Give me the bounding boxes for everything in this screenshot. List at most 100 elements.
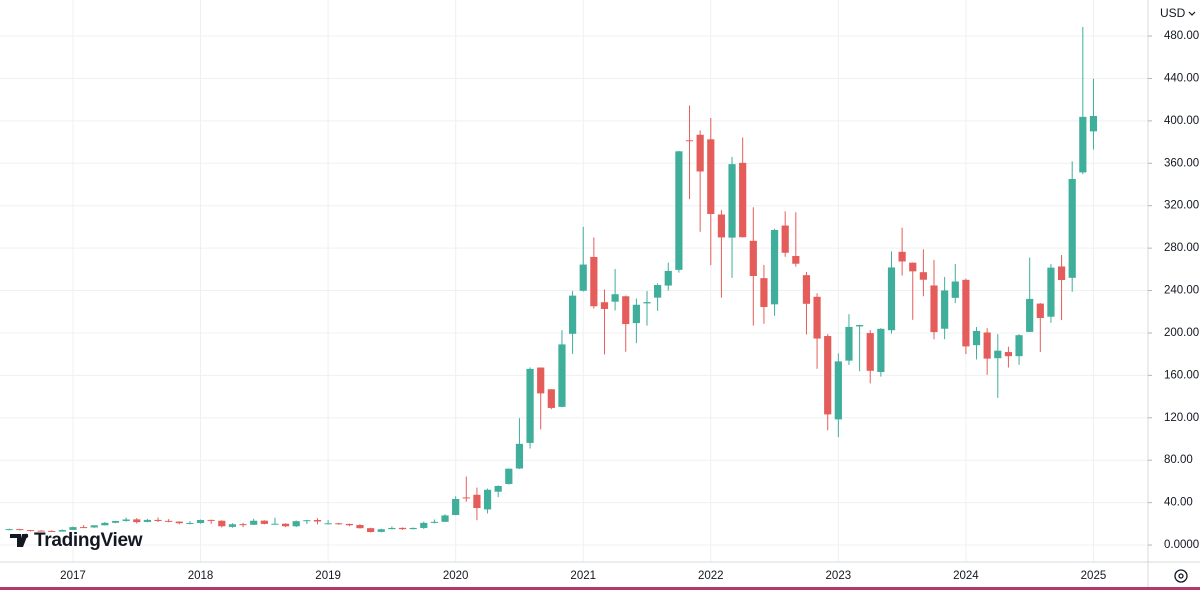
candle-body — [101, 522, 109, 526]
y-tick-label: 480.00 — [1164, 30, 1199, 42]
candle-body — [590, 256, 598, 307]
candle-body — [866, 333, 874, 371]
y-tick-label: 80.00 — [1164, 454, 1193, 466]
candle-body — [122, 519, 130, 521]
candle-body — [303, 520, 311, 522]
candle-body — [1047, 267, 1055, 317]
candle-body — [877, 328, 885, 372]
candle-body — [781, 225, 789, 253]
candle-body — [80, 527, 88, 529]
settings-icon[interactable] — [1174, 569, 1188, 583]
x-tick-label: 2025 — [1081, 570, 1107, 582]
candle-body — [218, 520, 226, 527]
x-tick-label: 2024 — [953, 570, 979, 582]
candle-body — [579, 264, 587, 291]
candle-body — [909, 262, 917, 272]
candle-body — [1026, 298, 1034, 332]
candle-body — [547, 389, 555, 408]
candle-body — [494, 485, 502, 492]
y-tick-label: 320.00 — [1164, 200, 1199, 212]
currency-label[interactable]: USD — [1160, 6, 1186, 20]
candle-body — [313, 520, 322, 522]
candle-body — [48, 530, 56, 532]
candle-body — [1089, 116, 1098, 132]
settings-gear-center[interactable] — [1178, 573, 1184, 579]
x-tick-label: 2021 — [570, 570, 596, 582]
candle-body — [972, 330, 981, 346]
candle-body — [90, 525, 98, 528]
candle-body — [196, 520, 205, 523]
candle-body — [409, 527, 417, 530]
logo-dot — [23, 533, 29, 539]
candle-body — [1057, 266, 1066, 281]
candle-body — [345, 523, 353, 526]
candle-body — [770, 229, 779, 305]
candle-body — [611, 294, 619, 302]
candle-body — [186, 522, 194, 524]
candle-body — [441, 515, 449, 522]
x-tick-label: 2019 — [315, 570, 341, 582]
x-tick-label: 2017 — [60, 570, 86, 582]
candle-body — [505, 468, 513, 484]
x-tick-label: 2023 — [826, 570, 852, 582]
candle-body — [802, 275, 811, 304]
candle-body — [962, 279, 970, 347]
candle-body — [696, 134, 704, 172]
candle-body — [1015, 335, 1023, 357]
candle-body — [632, 304, 640, 324]
candle-body — [5, 529, 13, 531]
y-tick-label: 200.00 — [1164, 327, 1199, 339]
candle-body — [675, 151, 683, 270]
candle-body — [728, 164, 736, 238]
y-tick-label: 160.00 — [1164, 369, 1199, 381]
candle-body — [717, 214, 726, 238]
candle-body — [69, 527, 77, 530]
candle-body — [898, 251, 906, 262]
candle-body — [420, 522, 428, 528]
candle-body — [133, 519, 141, 523]
candle-body — [951, 281, 959, 298]
candle-body — [154, 519, 162, 521]
candle-body — [526, 368, 534, 443]
candle-body — [983, 332, 991, 359]
candle-body — [335, 523, 343, 525]
settings-gear[interactable] — [1174, 569, 1188, 583]
candle-body — [856, 325, 864, 327]
candle-body — [813, 296, 821, 339]
candle-body — [1036, 303, 1044, 319]
candle-body — [250, 520, 258, 525]
grid — [0, 0, 1148, 562]
candle-body — [537, 367, 545, 394]
candle-body — [377, 529, 385, 532]
y-tick-label: 400.00 — [1164, 115, 1199, 127]
candle-body — [739, 162, 747, 238]
candle-body — [558, 344, 566, 407]
candle-body — [1004, 352, 1013, 357]
candle-body — [622, 296, 630, 325]
candle-body — [260, 520, 268, 524]
candle-body — [483, 489, 492, 510]
candle-body — [919, 272, 927, 280]
y-tick-label: 240.00 — [1164, 285, 1199, 297]
y-tick-label: 280.00 — [1164, 242, 1199, 254]
candle-body — [930, 285, 938, 333]
candle-body — [1079, 116, 1087, 173]
logo-text: TradingView — [34, 530, 143, 551]
x-tick-label: 2020 — [443, 570, 469, 582]
candle-body — [749, 240, 757, 277]
candle-body — [281, 523, 290, 527]
candle-body — [654, 285, 662, 298]
candle-body — [111, 520, 120, 523]
candle-body — [165, 520, 173, 522]
candle-body — [568, 295, 577, 334]
currency-dropdown[interactable] — [1188, 11, 1196, 16]
candle-body — [271, 523, 279, 525]
candle-body — [824, 336, 832, 415]
candle-body — [239, 524, 247, 526]
y-tick-label: 440.00 — [1164, 72, 1199, 84]
candle-body — [1068, 178, 1076, 278]
